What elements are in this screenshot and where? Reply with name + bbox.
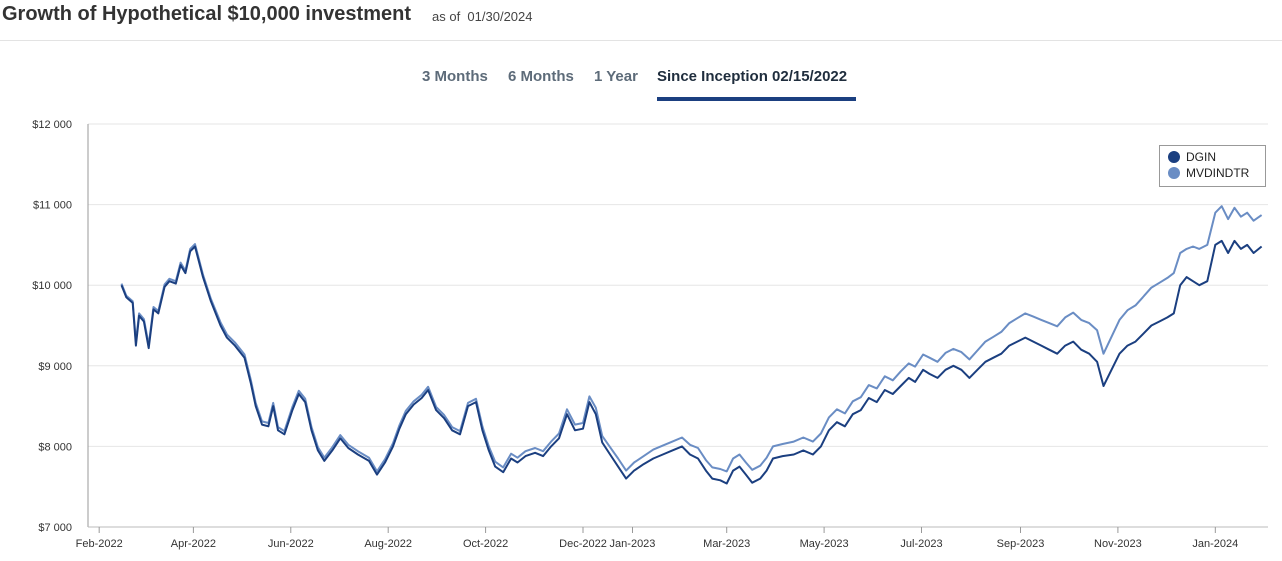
legend-item-mvdindtr[interactable]: MVDINDTR [1168,166,1249,180]
legend-label-dgin: DGIN [1186,150,1216,164]
series-line-mvdindtr[interactable] [120,205,1263,473]
tab-3-months[interactable]: 3 Months [422,68,488,85]
x-tick-label: Feb-2022 [76,538,123,550]
chart-legend: DGIN MVDINDTR [1159,145,1266,187]
series-line-dgin[interactable] [120,239,1263,485]
y-axis: $7 000 $8 000 $9 000 $10 000 $11 000 $12 000 [32,119,89,534]
y-tick-label: $9 000 [38,361,72,373]
x-tick-label: Jul-2023 [900,538,942,550]
x-tick-label: Aug-2022 [364,538,412,550]
tab-1-year[interactable]: 1 Year [594,68,638,85]
x-tick-label: Apr-2022 [171,538,216,550]
chart-header: Growth of Hypothetical $10,000 investmen… [0,0,1282,41]
as-of-value: 01/30/2024 [467,9,533,24]
active-tab-indicator [657,97,856,101]
page-title: Growth of Hypothetical $10,000 investmen… [2,3,411,25]
tab-6-months[interactable]: 6 Months [508,68,574,85]
x-tick-label: Mar-2023 [703,538,750,550]
y-tick-label: $7 000 [38,522,72,534]
tab-since-inception[interactable]: Since Inception 02/15/2022 [657,68,848,85]
x-tick-label: Jun-2022 [268,538,314,550]
series-lines [120,205,1263,485]
x-axis: Feb-2022 Apr-2022 Jun-2022 Aug-2022 Oct-2022… [76,526,1268,550]
x-tick-label: Oct-2022 [463,538,508,550]
x-tick-label: Jan-2024 [1192,538,1238,550]
y-tick-label: $11 000 [33,200,72,212]
x-tick-label: Jan-2023 [610,538,656,550]
period-tabs: 3 Months 6 Months 1 Year Since Inception… [0,66,1282,106]
x-tick-label: Dec-2022 [559,538,607,550]
y-tick-label: $10 000 [32,280,72,292]
x-tick-label: Nov-2023 [1094,538,1142,550]
y-tick-label: $12 000 [32,119,72,131]
x-tick-label: May-2023 [800,538,849,550]
y-tick-label: $8 000 [38,441,72,453]
x-tick-label: Sep-2023 [997,538,1045,550]
legend-dot-dgin [1168,151,1180,163]
as-of-date: as of 01/30/2024 [432,9,533,24]
legend-label-mvdindtr: MVDINDTR [1186,166,1250,180]
legend-dot-mvdindtr [1168,167,1180,179]
as-of-label: as of [432,9,461,24]
legend-item-dgin[interactable]: DGIN [1168,150,1216,164]
